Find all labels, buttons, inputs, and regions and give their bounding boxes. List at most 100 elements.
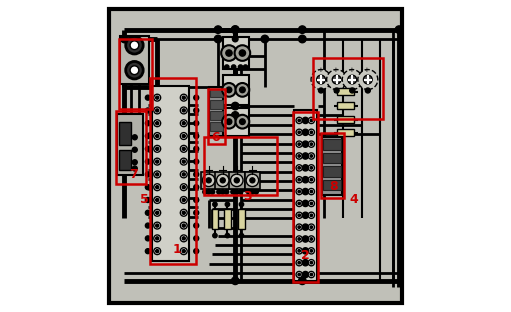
Circle shape [182, 109, 185, 112]
Circle shape [222, 83, 236, 97]
Circle shape [154, 145, 160, 152]
Bar [210, 100, 223, 109]
Circle shape [221, 190, 225, 194]
Circle shape [154, 222, 160, 229]
Bar [212, 209, 218, 229]
Bar [223, 75, 249, 105]
Circle shape [246, 174, 259, 187]
Circle shape [231, 190, 235, 194]
Circle shape [182, 134, 185, 138]
Circle shape [154, 94, 160, 101]
Bar [119, 150, 131, 170]
Circle shape [303, 188, 309, 195]
Bar [337, 88, 355, 95]
Circle shape [238, 190, 243, 194]
Circle shape [250, 178, 255, 183]
Circle shape [298, 238, 300, 240]
Circle shape [156, 173, 159, 176]
Circle shape [298, 190, 300, 193]
Circle shape [303, 271, 309, 278]
Circle shape [194, 108, 199, 113]
Circle shape [154, 158, 160, 165]
Circle shape [220, 178, 225, 183]
Circle shape [194, 95, 199, 100]
Bar [204, 137, 277, 195]
Circle shape [180, 248, 187, 255]
Circle shape [180, 133, 187, 139]
Text: 3: 3 [243, 190, 251, 203]
Bar [208, 87, 224, 136]
Bar [210, 122, 223, 131]
Circle shape [308, 177, 314, 183]
Circle shape [145, 108, 150, 113]
Circle shape [303, 177, 309, 183]
Circle shape [303, 260, 309, 266]
Circle shape [180, 94, 187, 101]
Circle shape [182, 198, 185, 202]
Circle shape [308, 271, 314, 278]
Circle shape [303, 248, 309, 254]
Circle shape [145, 249, 150, 254]
Text: 4: 4 [349, 193, 358, 206]
Circle shape [231, 112, 239, 119]
Circle shape [296, 153, 303, 159]
Circle shape [182, 160, 185, 163]
Circle shape [154, 107, 160, 114]
Circle shape [194, 249, 199, 254]
Circle shape [334, 88, 339, 93]
Bar [119, 39, 152, 109]
Circle shape [182, 186, 185, 189]
Text: +: + [333, 67, 338, 73]
Circle shape [154, 197, 160, 203]
Circle shape [240, 119, 245, 124]
Circle shape [210, 190, 215, 194]
Circle shape [230, 174, 243, 187]
Circle shape [182, 147, 185, 150]
Circle shape [298, 273, 300, 276]
Circle shape [254, 190, 258, 194]
Text: 6: 6 [211, 130, 220, 144]
Circle shape [231, 26, 239, 33]
Circle shape [182, 173, 185, 176]
Circle shape [217, 190, 221, 194]
Circle shape [130, 66, 139, 75]
Circle shape [180, 222, 187, 229]
Circle shape [206, 178, 211, 183]
Circle shape [308, 224, 314, 230]
Bar [215, 172, 230, 189]
Circle shape [154, 133, 160, 139]
Circle shape [239, 233, 244, 238]
Bar [117, 114, 143, 175]
Circle shape [225, 202, 229, 207]
Circle shape [342, 70, 362, 90]
Circle shape [194, 223, 199, 228]
Circle shape [145, 172, 150, 177]
Circle shape [231, 102, 239, 110]
Bar [337, 116, 355, 123]
Circle shape [310, 143, 313, 145]
Circle shape [310, 261, 313, 264]
Circle shape [182, 237, 185, 240]
Circle shape [132, 147, 137, 152]
Circle shape [145, 95, 150, 100]
Bar [322, 137, 342, 195]
Circle shape [358, 70, 378, 90]
Circle shape [231, 26, 239, 33]
Circle shape [194, 236, 199, 241]
Circle shape [182, 211, 185, 214]
Circle shape [236, 115, 249, 129]
Circle shape [235, 190, 239, 194]
Bar [208, 89, 225, 144]
Circle shape [238, 65, 243, 69]
Circle shape [224, 190, 228, 194]
Circle shape [246, 190, 251, 194]
Circle shape [296, 188, 303, 195]
Circle shape [156, 186, 159, 189]
Bar [229, 172, 245, 189]
Circle shape [311, 70, 331, 90]
Circle shape [226, 119, 232, 124]
Bar [120, 36, 149, 84]
Circle shape [303, 236, 309, 242]
Circle shape [365, 88, 370, 93]
Circle shape [250, 190, 254, 194]
